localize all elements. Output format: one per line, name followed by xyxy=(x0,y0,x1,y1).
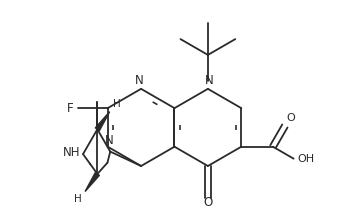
Text: O: O xyxy=(203,196,212,209)
Text: H: H xyxy=(113,99,121,109)
Text: NH: NH xyxy=(63,146,80,159)
Text: F: F xyxy=(67,102,73,115)
Text: H: H xyxy=(74,194,82,204)
Text: O: O xyxy=(286,112,295,123)
Text: N: N xyxy=(105,134,114,147)
Text: N: N xyxy=(205,74,213,87)
Polygon shape xyxy=(85,173,99,192)
Text: OH: OH xyxy=(297,154,314,164)
Polygon shape xyxy=(95,112,110,131)
Text: N: N xyxy=(135,74,144,88)
